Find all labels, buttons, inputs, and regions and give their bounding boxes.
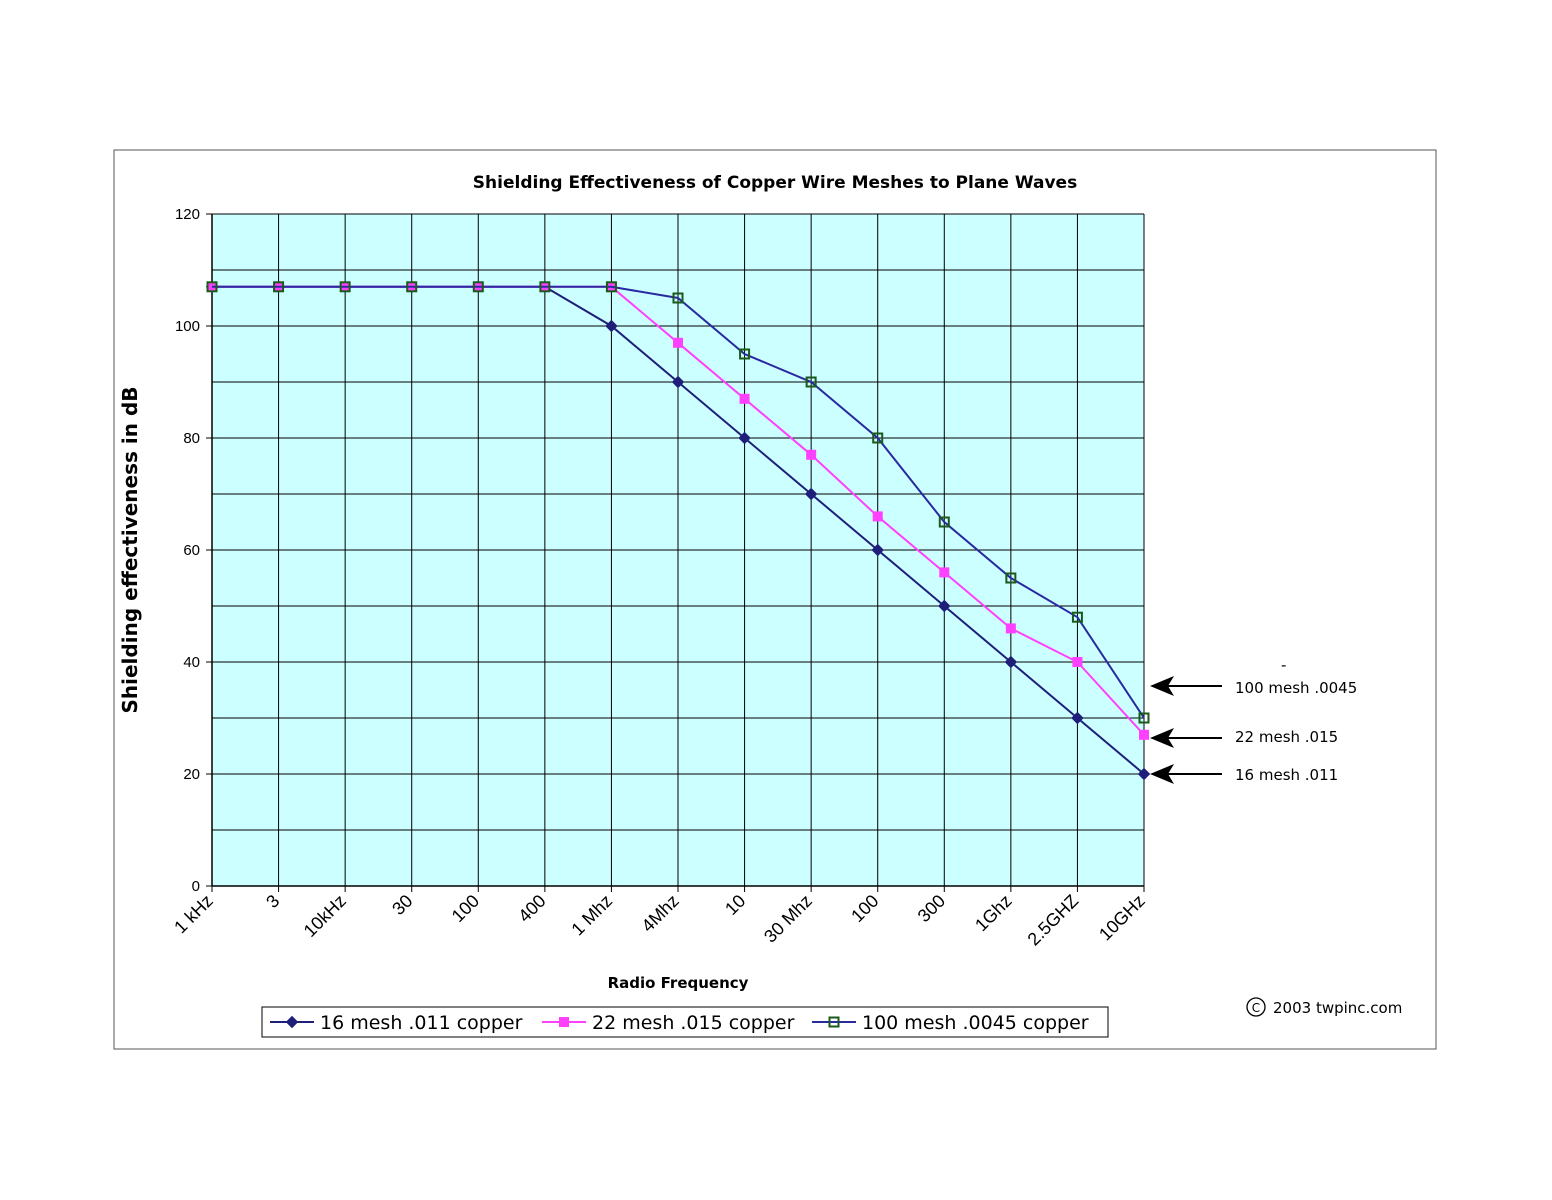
- legend-box: [261, 1006, 1109, 1038]
- legend-swatch-marker: [828, 1016, 840, 1028]
- data-point: [805, 376, 817, 388]
- annotation-arrow-head: [1150, 676, 1174, 696]
- data-point: [671, 375, 685, 389]
- data-point: [605, 319, 618, 333]
- copyright: C 2003 twpinc.com: [1246, 997, 1402, 1017]
- y-tick-label: 0: [192, 878, 200, 895]
- data-point: [672, 292, 684, 304]
- data-point: [739, 393, 750, 404]
- data-point: [1072, 657, 1083, 667]
- series-line: [212, 285, 1145, 719]
- data-point: [539, 281, 551, 293]
- data-point: [206, 281, 218, 293]
- legend-swatch-marker: [285, 1015, 299, 1029]
- y-tick-label: 100: [175, 318, 200, 335]
- data-point: [1139, 729, 1149, 740]
- y-axis-label: Shielding effectiveness in dB: [118, 386, 142, 713]
- data-point: [1004, 655, 1018, 669]
- y-tick-label: 40: [183, 654, 200, 671]
- data-point: [938, 516, 950, 528]
- data-point: [406, 281, 418, 293]
- data-point: [1137, 767, 1151, 781]
- gridlines: [211, 213, 1145, 887]
- data-point: [1138, 712, 1150, 724]
- y-tick-label: 20: [183, 766, 200, 783]
- legend: 16 mesh .011 copper 22 mesh .015 copper 10…: [261, 1006, 1109, 1038]
- x-axis-label: Radio Frequency: [608, 974, 749, 992]
- copyright-icon: [1246, 997, 1266, 1017]
- y-tick-label: 60: [183, 542, 200, 559]
- data-point: [872, 432, 884, 444]
- copyright-text: 2003 twpinc.com: [1273, 999, 1402, 1017]
- y-tick-labels: 0 20 40 60 80 100 120: [175, 206, 212, 895]
- data-point: [339, 281, 351, 293]
- annotation-dash: -: [1281, 656, 1286, 674]
- data-point: [939, 567, 950, 578]
- annotation-arrow-head: [1150, 728, 1174, 748]
- legend-label: 100 mesh .0045 copper: [862, 1012, 1089, 1034]
- annotation-16-mesh: 16 mesh .011: [1235, 766, 1338, 784]
- data-point: [938, 599, 951, 613]
- data-point: [472, 281, 484, 293]
- data-point: [871, 543, 884, 557]
- legend-swatch-marker: [559, 1017, 569, 1027]
- data-point: [1071, 611, 1083, 623]
- data-point: [1071, 711, 1084, 725]
- annotation-arrow-head: [1150, 764, 1174, 784]
- data-point: [273, 281, 285, 293]
- annotation-22-mesh: 22 mesh .015: [1235, 728, 1338, 746]
- data-point: [1005, 572, 1017, 584]
- legend-label: 16 mesh .011 copper: [320, 1012, 523, 1034]
- series-2: [206, 281, 1150, 724]
- chart-title: Shielding Effectiveness of Copper Wire M…: [473, 173, 1077, 193]
- data-point: [738, 431, 751, 445]
- data-point: [605, 281, 617, 293]
- data-point: [1005, 623, 1016, 634]
- y-tick-label: 80: [183, 430, 200, 447]
- data-point: [673, 337, 683, 348]
- data-point: [739, 348, 751, 360]
- annotation-100-mesh: 100 mesh .0045: [1235, 679, 1357, 697]
- y-tick-label: 120: [175, 206, 200, 223]
- legend-label: 22 mesh .015 copper: [592, 1012, 795, 1034]
- annotations: - 100 mesh .0045 22 mesh .015 16 mesh .0…: [1150, 656, 1357, 784]
- copyright-icon-letter: C: [1252, 1001, 1260, 1015]
- data-point: [872, 511, 883, 522]
- data-point: [804, 487, 818, 501]
- data-point: [806, 449, 817, 460]
- series-layer: [205, 280, 1151, 781]
